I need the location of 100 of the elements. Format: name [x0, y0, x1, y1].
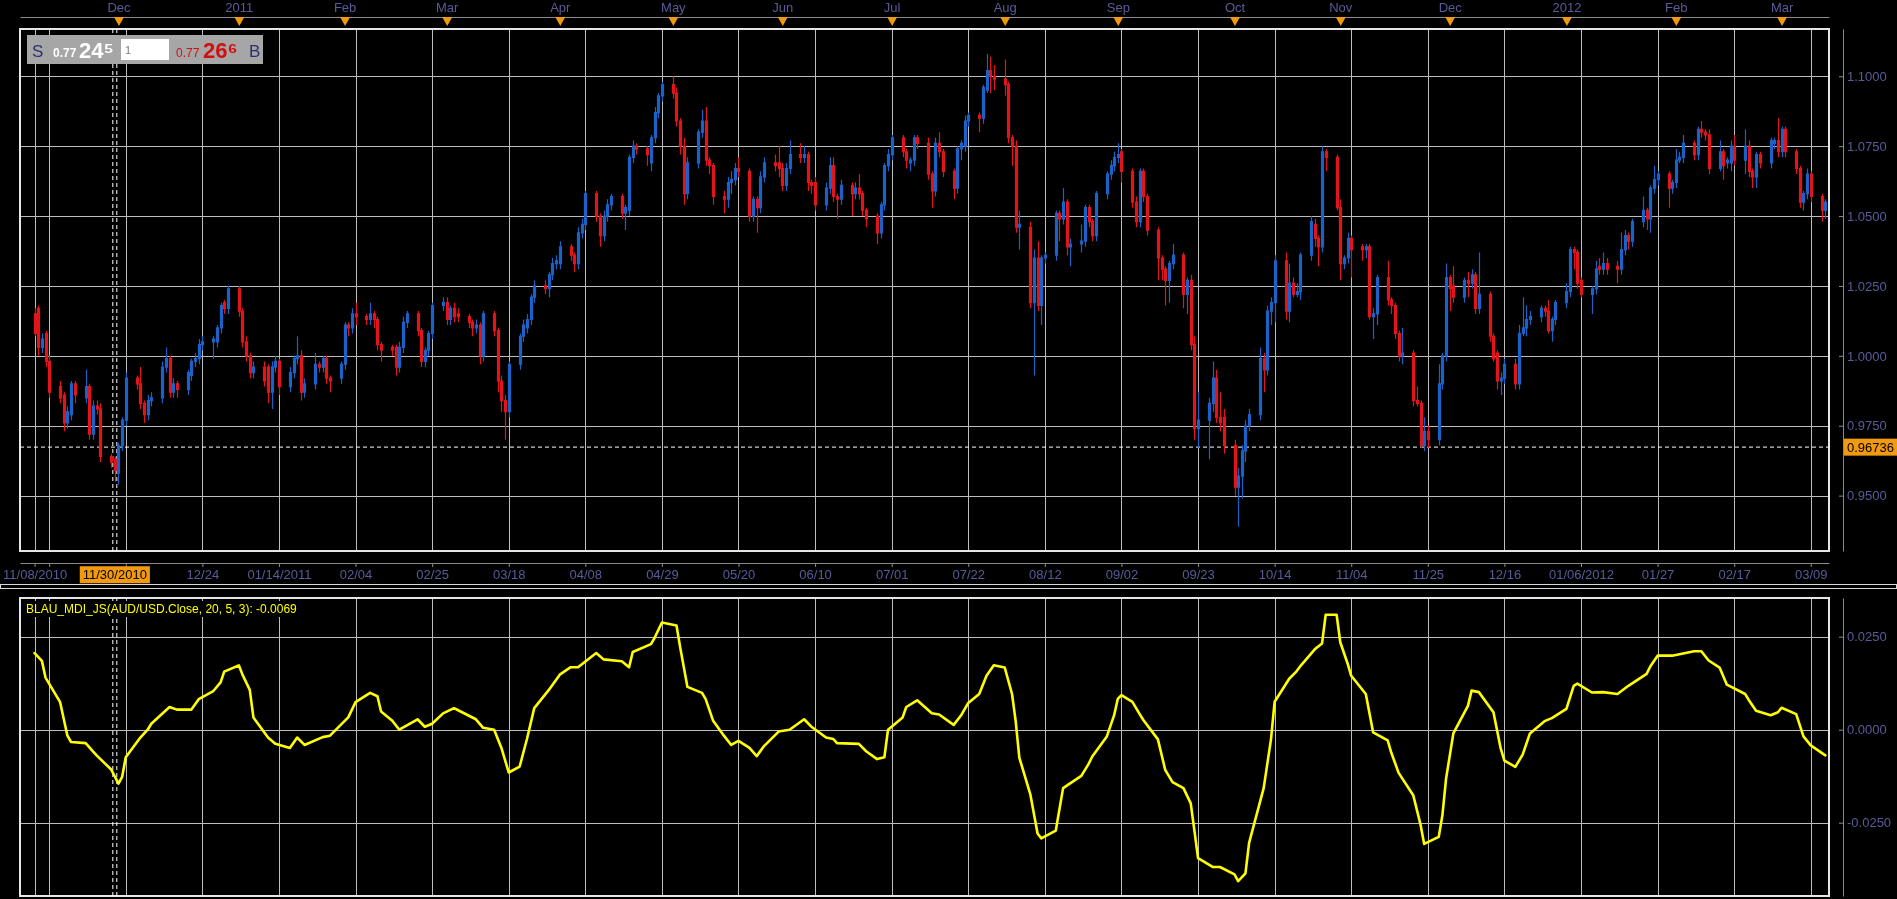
candlestick: [1466, 271, 1471, 298]
candlestick: [1615, 260, 1620, 284]
candlestick: [1287, 262, 1292, 323]
candlestick: [685, 156, 690, 200]
candlestick: [1769, 137, 1774, 170]
candlestick: [1346, 232, 1351, 265]
candlestick: [175, 380, 180, 399]
x2-tick-label: Mar: [1770, 0, 1794, 15]
candlestick: [73, 380, 78, 404]
candlestick: [1400, 327, 1405, 365]
candlestick: [850, 181, 855, 217]
x2-tick-label: Feb: [333, 0, 357, 15]
y-tick-label: 0.0250: [1847, 629, 1887, 645]
x-tick-label: 11/08/2010: [3, 567, 68, 583]
candlestick: [977, 112, 982, 133]
candlestick: [1477, 251, 1482, 315]
candlestick: [543, 279, 548, 295]
candlestick: [1681, 134, 1686, 164]
candlestick: [1054, 209, 1059, 262]
x2-tick-label: Aug: [993, 0, 1017, 15]
candlestick: [452, 302, 457, 323]
candlestick: [1619, 232, 1624, 276]
candlestick: [1707, 128, 1712, 175]
candlestick: [955, 145, 960, 195]
candlestick: [1349, 235, 1354, 279]
candlestick: [313, 352, 318, 390]
candlestick: [915, 134, 920, 150]
x-tick-label: 01/27: [1641, 567, 1675, 583]
candlestick: [1068, 237, 1073, 267]
x-tick-label: 05/20: [722, 567, 756, 583]
x-tick-label: 12/24: [186, 567, 220, 583]
candlestick: [1696, 125, 1701, 161]
candlestick: [226, 285, 231, 315]
candlestick: [952, 167, 957, 200]
x2-tick-label: Mar: [436, 0, 460, 15]
candlestick: [620, 193, 625, 220]
candlestick: [1320, 145, 1325, 253]
candlestick: [1820, 193, 1825, 223]
y-tick-label: 1.0250: [1847, 278, 1887, 294]
candlestick: [853, 181, 858, 200]
candlestick: [441, 296, 446, 312]
candlestick: [251, 360, 256, 379]
candlestick: [394, 344, 399, 377]
x2-tick-label: Apr: [550, 0, 572, 15]
candlestick: [277, 358, 282, 396]
candlestick: [813, 176, 818, 212]
candlestick: [346, 321, 351, 337]
candlestick: [558, 240, 563, 270]
y-tick-label: 1.0500: [1847, 208, 1887, 224]
candlestick: [1721, 148, 1726, 181]
candlestick: [146, 394, 151, 421]
x-tick-label: 11/25: [1412, 567, 1445, 583]
candlestick: [1641, 195, 1646, 228]
candlestick: [448, 304, 453, 326]
candlestick: [1470, 268, 1475, 290]
candlestick: [445, 296, 450, 326]
candlestick: [91, 399, 96, 441]
x2-tick-label: May: [661, 0, 687, 15]
candlestick: [168, 355, 173, 399]
ref-line-label: 0.96736: [1847, 439, 1894, 455]
candlestick: [1422, 416, 1427, 452]
candlestick: [1360, 243, 1365, 262]
candlestick: [1094, 190, 1099, 242]
candlestick: [1809, 170, 1814, 203]
candlestick: [755, 195, 760, 234]
candlestick: [1284, 251, 1289, 321]
candlestick: [1718, 139, 1723, 172]
candlestick: [266, 363, 271, 404]
x-tick-label: 07/22: [952, 567, 986, 583]
candlestick: [1032, 249, 1037, 377]
y-tick-label: 1.1000: [1847, 68, 1887, 84]
candlestick: [1014, 139, 1019, 234]
candlestick: [299, 349, 304, 402]
candlestick: [1743, 128, 1748, 175]
x2-tick-label: Jul: [883, 0, 901, 15]
x-tick-label: 01/14/2011: [247, 567, 312, 583]
candlestick: [798, 142, 803, 164]
chart-title: BLAU_MDI_JS(AUD/USD.Close, 20, 5, 3): -0.0069: [26, 602, 298, 616]
candlestick: [1324, 148, 1329, 172]
candlestick: [1667, 170, 1672, 209]
candlestick: [1645, 207, 1650, 231]
x-tick-label: 11/04: [1335, 567, 1368, 583]
candlestick: [1156, 226, 1161, 281]
candlestick: [84, 369, 89, 404]
candlestick: [1119, 148, 1124, 184]
candlestick: [1039, 254, 1044, 326]
candlestick: [113, 455, 118, 483]
candlestick: [302, 377, 307, 399]
candlestick: [321, 355, 326, 374]
candlestick: [1411, 349, 1416, 407]
candlestick: [1028, 221, 1033, 309]
candlestick: [368, 302, 373, 326]
candlestick: [1462, 276, 1467, 304]
candlestick: [1473, 271, 1478, 315]
candlestick: [1185, 276, 1190, 315]
annotation: 1: [125, 44, 132, 56]
y-tick-label: 1.0750: [1847, 138, 1887, 154]
x2-tick-label: Sep: [1106, 0, 1130, 15]
x-tick-label: 02/04: [339, 567, 373, 583]
candlestick: [875, 212, 880, 245]
